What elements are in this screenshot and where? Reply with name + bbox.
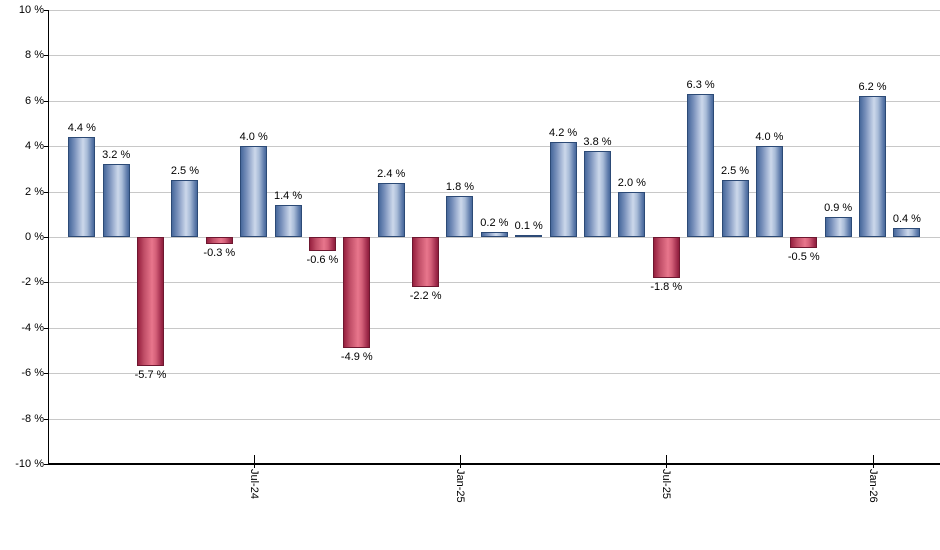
bar [790, 237, 818, 249]
y-axis-tick [44, 282, 48, 284]
y-axis-tick [44, 191, 48, 193]
y-axis-tick-label: 10 % [18, 4, 44, 16]
x-axis-tick [459, 455, 461, 468]
bar-value-label: 0.2 % [480, 217, 509, 230]
y-axis-tick [44, 10, 48, 11]
bar-value-label: 3.8 % [583, 135, 612, 148]
bar-value-label: 4.0 % [239, 131, 268, 144]
bar-value-label: -0.3 % [203, 246, 236, 259]
bar [274, 205, 302, 237]
bar-value-label: -0.5 % [787, 251, 820, 264]
y-axis-tick [44, 146, 48, 148]
x-axis-tick-label: Jan-26 [866, 469, 879, 503]
y-axis-tick-label: -6 % [21, 367, 44, 380]
y-axis-tick-label: -10 % [15, 458, 44, 470]
y-axis-line [48, 10, 49, 464]
bar-value-label: 4.0 % [755, 131, 784, 144]
bar-value-label: 2.0 % [617, 176, 646, 189]
bar-value-label: 2.5 % [170, 165, 199, 178]
bar-value-label: 1.4 % [274, 190, 303, 203]
gridline [49, 100, 940, 102]
x-axis-tick [872, 455, 874, 468]
bar [205, 237, 233, 244]
bar [102, 164, 130, 237]
x-axis-line [48, 463, 940, 465]
bar [755, 146, 783, 237]
y-axis-tick [44, 55, 48, 57]
bar [721, 180, 749, 237]
bar-value-label: 4.4 % [67, 122, 96, 135]
bar [171, 180, 199, 237]
bar [859, 96, 887, 237]
y-axis-tick [44, 418, 48, 420]
bar-value-label: 0.1 % [514, 219, 543, 232]
bar [240, 146, 268, 237]
y-axis-tick-label: -8 % [21, 412, 44, 425]
gridline [49, 327, 940, 329]
y-axis-tick-label: 8 % [25, 49, 44, 62]
x-axis-tick-label: Jan-25 [453, 469, 466, 503]
bar-value-label: 3.2 % [102, 149, 131, 162]
y-axis-tick-label: 6 % [25, 94, 44, 107]
y-axis-tick [44, 464, 48, 465]
bar [584, 150, 611, 237]
y-axis-tick [44, 100, 48, 102]
bar [68, 137, 96, 237]
bar [515, 234, 543, 237]
bar-value-label: -1.8 % [650, 280, 683, 293]
bar [549, 141, 577, 237]
bar [412, 237, 440, 287]
bar-value-label: 0.4 % [892, 212, 921, 225]
y-axis-tick [44, 237, 48, 238]
bar-value-label: 0.9 % [824, 201, 853, 214]
gridline [49, 282, 940, 284]
x-axis-tick-label: Jul-24 [247, 469, 260, 499]
bar-value-label: 2.5 % [720, 165, 750, 178]
y-axis-tick-label: 4 % [25, 140, 44, 153]
y-axis-tick-label: 2 % [25, 185, 44, 198]
gridline [49, 373, 940, 375]
y-axis-tick-label: -2 % [21, 276, 44, 289]
bar [377, 182, 405, 237]
x-axis-tick [253, 455, 255, 468]
bar-value-label: 2.4 % [377, 167, 406, 180]
gridline [49, 418, 940, 420]
gridline [49, 146, 940, 148]
bar [652, 237, 680, 278]
bar-value-label: 6.2 % [858, 81, 887, 94]
bar [343, 237, 371, 349]
y-axis-tick-label: -4 % [21, 321, 44, 334]
bar-value-label: 1.8 % [445, 181, 475, 194]
bar [446, 196, 474, 237]
gridline [49, 237, 940, 238]
bar [687, 93, 715, 237]
y-axis-tick [44, 373, 48, 375]
bar-value-label: -2.2 % [409, 289, 442, 302]
y-axis-tick [44, 327, 48, 329]
bar-value-label: -4.9 % [340, 351, 373, 364]
x-axis-tick-label: Jul-25 [660, 469, 673, 499]
bar [480, 232, 508, 237]
bar-value-label: 6.3 % [686, 78, 715, 91]
gridline [49, 191, 940, 193]
bar [618, 191, 646, 237]
gridline [49, 55, 940, 57]
y-axis-tick-label: 0 % [25, 231, 44, 243]
bar [137, 237, 165, 367]
x-axis-tick [666, 455, 668, 468]
bar [824, 216, 852, 237]
bar-value-label: 4.2 % [549, 126, 578, 139]
bar [893, 227, 921, 237]
gridline [49, 10, 940, 11]
bar [308, 237, 336, 251]
bar-value-label: -0.6 % [306, 253, 339, 266]
bar-value-label: -5.7 % [134, 369, 167, 382]
